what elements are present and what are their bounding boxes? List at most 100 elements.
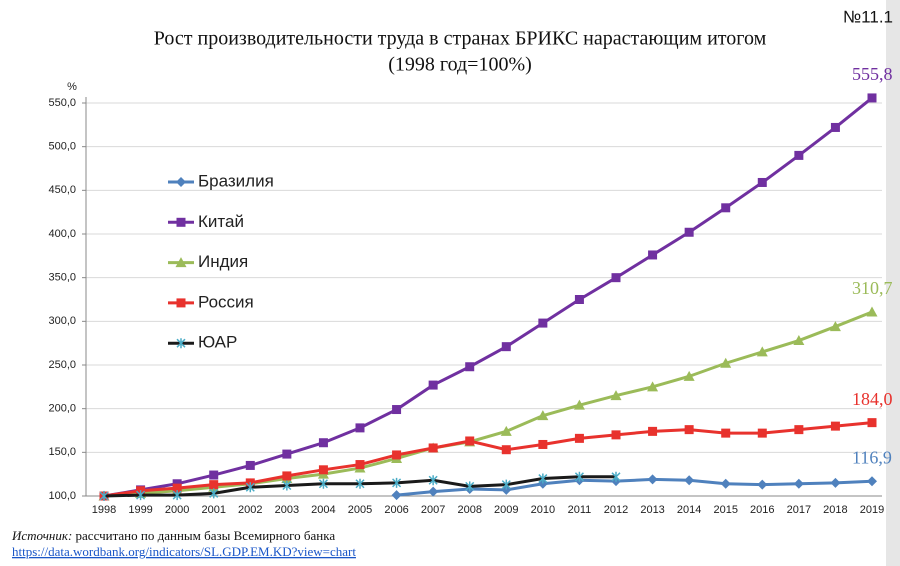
x-tick-label: 2007 [421,504,445,516]
marker [720,478,731,489]
series: 116,9 [99,447,892,501]
marker [176,298,186,308]
marker [355,478,365,489]
x-tick-label: 2002 [238,504,262,516]
x-tick-label: 2004 [311,504,335,516]
x-tick-label: 2000 [165,504,189,516]
marker [209,470,219,480]
marker [757,479,768,490]
y-unit: % [67,81,77,93]
source-text: рассчитано по данным базы Всемирного бан… [76,528,336,543]
x-tick-label: 2012 [604,504,628,516]
series [99,471,621,501]
y-tick-label: 200,0 [48,403,76,415]
marker [574,471,584,482]
marker [392,477,402,488]
marker [209,488,219,499]
marker [465,481,475,492]
marker [683,370,695,381]
marker [245,482,255,493]
marker [392,450,402,460]
chart-title: Рост производительности труда в странах … [154,28,767,50]
marker [176,177,186,187]
marker [245,460,255,470]
value-label: 184,0 [852,389,893,409]
marker [611,430,621,440]
marker [867,93,877,103]
marker [428,486,439,497]
marker [794,150,804,160]
marker [538,318,548,328]
source-label: Источник: [11,528,72,543]
marker [684,475,695,486]
marker [610,390,622,401]
marker [721,428,731,438]
marker [318,465,328,475]
series: 310,7 [98,278,893,501]
x-tick-label: 1999 [128,504,152,516]
x-tick-label: 2014 [677,504,701,516]
marker [209,480,219,490]
legend-label: ЮАР [198,333,237,352]
value-label: 555,8 [852,64,893,84]
marker [867,476,877,487]
x-tick-label: 2006 [384,504,408,516]
y-tick-label: 300,0 [48,315,76,327]
marker [176,338,186,349]
value-label: 116,9 [852,447,892,467]
marker [684,227,694,237]
x-tick-label: 2016 [750,504,774,516]
value-label: 310,7 [852,278,893,298]
marker [756,346,768,357]
marker [501,445,511,455]
marker [538,439,548,449]
marker [611,471,621,482]
marker [684,425,694,435]
y-tick-label: 500,0 [48,141,76,153]
marker [537,410,549,421]
badge: №11.1 [843,7,893,26]
marker [176,217,186,227]
marker [392,405,402,415]
y-tick-label: 550,0 [48,97,76,109]
legend-label: Бразилия [198,171,274,190]
y-tick-label: 400,0 [48,228,76,240]
marker [574,433,584,443]
source-link[interactable]: https://data.wordbank.org/indicators/SL.… [12,544,356,559]
marker [866,306,878,317]
source: Источник: рассчитано по данным базы Всем… [11,528,335,543]
marker [830,421,840,431]
y-tick-label: 450,0 [48,184,76,196]
series-line [103,96,873,498]
y-tick-label: 250,0 [48,359,76,371]
x-tick-label: 2008 [457,504,481,516]
marker [830,477,841,488]
x-tick-label: 2017 [787,504,811,516]
x-tick-label: 2019 [860,504,884,516]
marker [829,321,841,332]
marker [465,436,475,446]
marker [648,250,658,260]
x-tick-label: 2001 [201,504,225,516]
marker [428,475,438,486]
marker [282,449,292,459]
series: 555,8 [99,64,893,501]
x-tick-label: 2005 [348,504,372,516]
marker [867,418,877,428]
marker [611,273,621,283]
marker [501,479,511,490]
marker [175,257,187,268]
marker [391,490,402,501]
marker [501,342,511,352]
marker [574,295,584,304]
marker [648,426,658,436]
side-strip [886,0,900,566]
marker [318,478,328,489]
marker [355,460,365,470]
marker [573,399,585,410]
marker [647,381,659,392]
marker [282,480,292,491]
series-line [103,310,873,498]
marker [757,177,767,187]
